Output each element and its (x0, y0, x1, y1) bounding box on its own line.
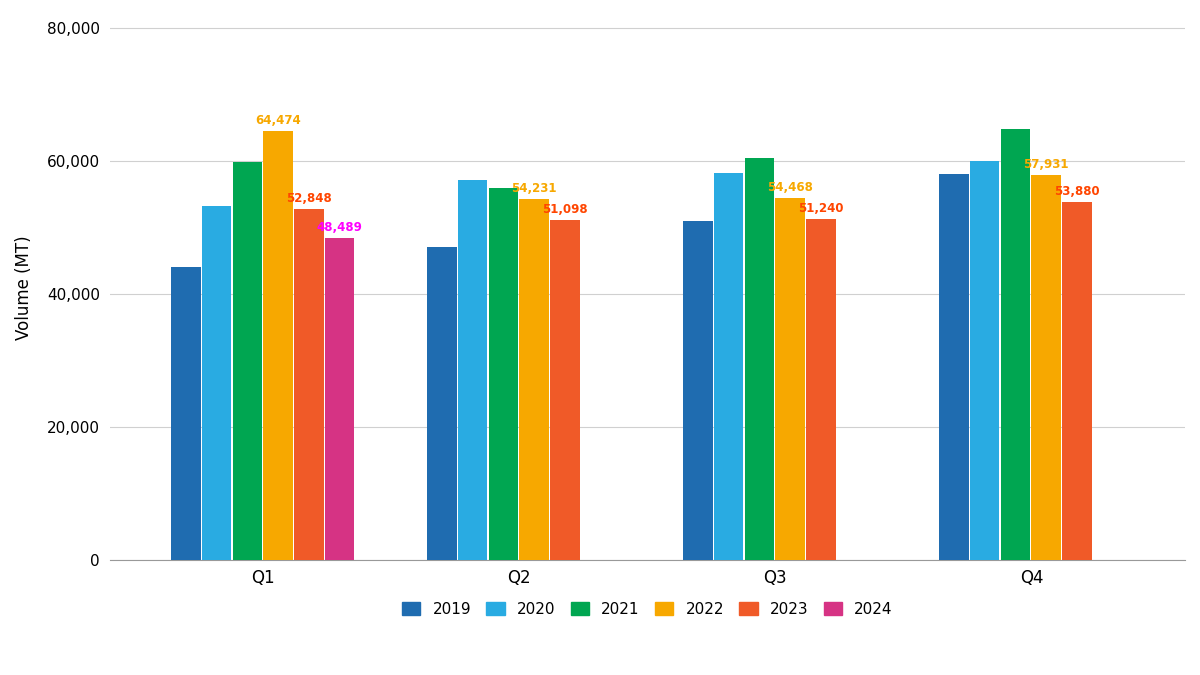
Bar (233, 163, 262, 560)
Bar (427, 248, 457, 560)
Text: 64,474: 64,474 (256, 114, 301, 128)
Legend: 2019, 2020, 2021, 2022, 2023, 2024: 2019, 2020, 2021, 2022, 2023, 2024 (396, 595, 899, 623)
Text: 48,489: 48,489 (317, 221, 362, 234)
Text: 51,098: 51,098 (542, 203, 588, 216)
Bar (1031, 175, 1061, 560)
Bar (520, 199, 548, 560)
Bar (550, 220, 580, 560)
Bar (775, 198, 805, 560)
Bar (325, 238, 354, 560)
Text: 54,231: 54,231 (511, 182, 557, 196)
Bar (263, 132, 293, 560)
Bar (1062, 202, 1092, 560)
Bar (970, 161, 1000, 560)
Bar (294, 209, 324, 560)
Bar (714, 173, 743, 560)
Bar (683, 221, 713, 560)
Bar (1001, 129, 1030, 560)
Y-axis label: Volume (MT): Volume (MT) (14, 235, 32, 340)
Bar (745, 158, 774, 560)
Text: 52,848: 52,848 (286, 192, 331, 205)
Text: 57,931: 57,931 (1024, 158, 1069, 171)
Text: 54,468: 54,468 (767, 181, 814, 194)
Bar (458, 180, 487, 560)
Bar (202, 207, 232, 560)
Text: 51,240: 51,240 (798, 202, 844, 215)
Bar (488, 188, 518, 560)
Text: 53,880: 53,880 (1054, 185, 1099, 198)
Bar (806, 219, 835, 560)
Bar (172, 267, 200, 560)
Bar (940, 174, 968, 560)
